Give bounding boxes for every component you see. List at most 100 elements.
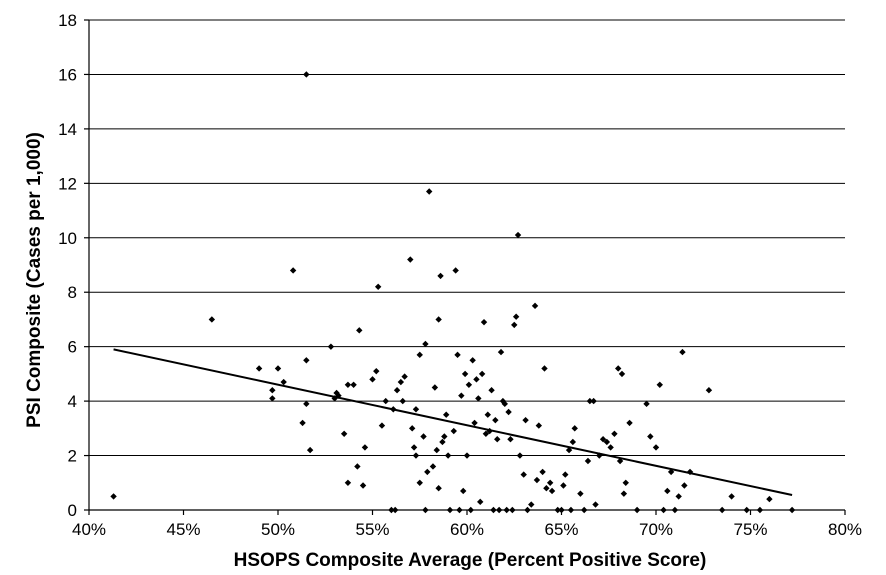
data-point [569, 438, 577, 446]
data-point [424, 468, 431, 476]
data-point [492, 416, 499, 424]
y-tick-label: 0 [68, 501, 77, 520]
data-point [391, 506, 399, 514]
data-point [110, 493, 117, 500]
data-point [522, 416, 529, 424]
data-point [611, 430, 618, 437]
data-point [656, 381, 663, 388]
data-point [340, 430, 348, 437]
data-point [460, 487, 467, 495]
data-point [356, 327, 363, 334]
data-point [393, 387, 401, 394]
data-point [452, 267, 459, 274]
data-point [546, 479, 554, 486]
data-point [426, 188, 433, 195]
data-point [652, 444, 660, 451]
data-point [514, 231, 522, 239]
data-point [558, 506, 565, 514]
y-tick-label: 4 [68, 392, 77, 411]
data-point [416, 351, 423, 359]
data-point [743, 506, 750, 514]
data-point [603, 438, 611, 446]
data-point [274, 365, 282, 372]
x-tick-label: 45% [166, 520, 200, 539]
data-point [429, 463, 437, 470]
tick-labels: 0 2 4 6 8 10 12 14 16 18 40% 45% 50% 55% 60% 65% 70% 75% 8… [58, 11, 862, 539]
data-point [516, 452, 524, 459]
data-point [718, 506, 726, 514]
data-point [482, 430, 490, 437]
data-points [110, 71, 796, 514]
x-tick-label: 40% [72, 520, 106, 539]
data-point [359, 482, 367, 489]
data-point [441, 433, 448, 440]
data-point [548, 487, 556, 495]
data-point [422, 340, 429, 348]
data-point [520, 471, 527, 478]
data-point [269, 387, 276, 394]
y-tick-label: 2 [68, 447, 77, 466]
data-point [664, 487, 671, 495]
data-point [505, 408, 512, 416]
data-point [524, 506, 531, 514]
data-point [622, 479, 629, 486]
data-point [443, 411, 450, 418]
data-point [477, 498, 484, 506]
data-point [571, 425, 578, 432]
data-point [289, 267, 297, 274]
data-point [507, 436, 514, 443]
x-tick-label: 80% [828, 520, 862, 539]
data-point [490, 506, 497, 514]
data-point [766, 495, 773, 503]
data-point [535, 422, 543, 429]
y-tick-label: 12 [58, 174, 77, 193]
data-point [454, 351, 461, 359]
data-point [565, 446, 573, 454]
data-point [401, 373, 408, 380]
y-tick-label: 10 [58, 229, 77, 248]
data-point [586, 397, 594, 405]
data-point [299, 419, 306, 427]
data-point [528, 501, 535, 508]
data-point [562, 471, 569, 478]
data-point [554, 506, 561, 514]
x-tick-label: 55% [355, 520, 389, 539]
data-point [475, 395, 482, 402]
data-point [255, 365, 263, 372]
data-point [471, 419, 478, 427]
data-point [607, 444, 614, 451]
data-point [705, 387, 713, 394]
data-point [408, 425, 416, 432]
data-point [488, 387, 495, 394]
data-point [580, 506, 588, 514]
data-point [463, 452, 471, 459]
y-axis-title: PSI Composite (Cases per 1,000) [24, 132, 45, 428]
data-point [269, 395, 276, 402]
data-point [497, 348, 505, 356]
x-tick-label: 50% [261, 520, 295, 539]
data-point [503, 506, 510, 514]
data-point [494, 436, 501, 443]
data-point [306, 446, 314, 454]
y-tick-label: 8 [68, 283, 77, 302]
data-point [567, 506, 575, 514]
data-point [618, 370, 626, 378]
data-point [465, 381, 473, 388]
data-point [378, 422, 386, 429]
data-point [509, 506, 516, 514]
data-point [679, 348, 686, 356]
data-point [660, 506, 667, 514]
data-point [643, 400, 650, 408]
x-axis-title: HSOPS Composite Average (Percent Positiv… [234, 550, 707, 571]
data-point [280, 378, 287, 386]
data-point [671, 506, 679, 514]
data-point [495, 506, 503, 514]
data-point [478, 370, 486, 378]
data-point [303, 400, 310, 408]
data-point [303, 357, 310, 364]
data-point [626, 419, 633, 427]
data-point [590, 397, 597, 405]
trendline-layer [113, 348, 793, 497]
data-point [374, 283, 382, 290]
data-point [388, 506, 395, 514]
